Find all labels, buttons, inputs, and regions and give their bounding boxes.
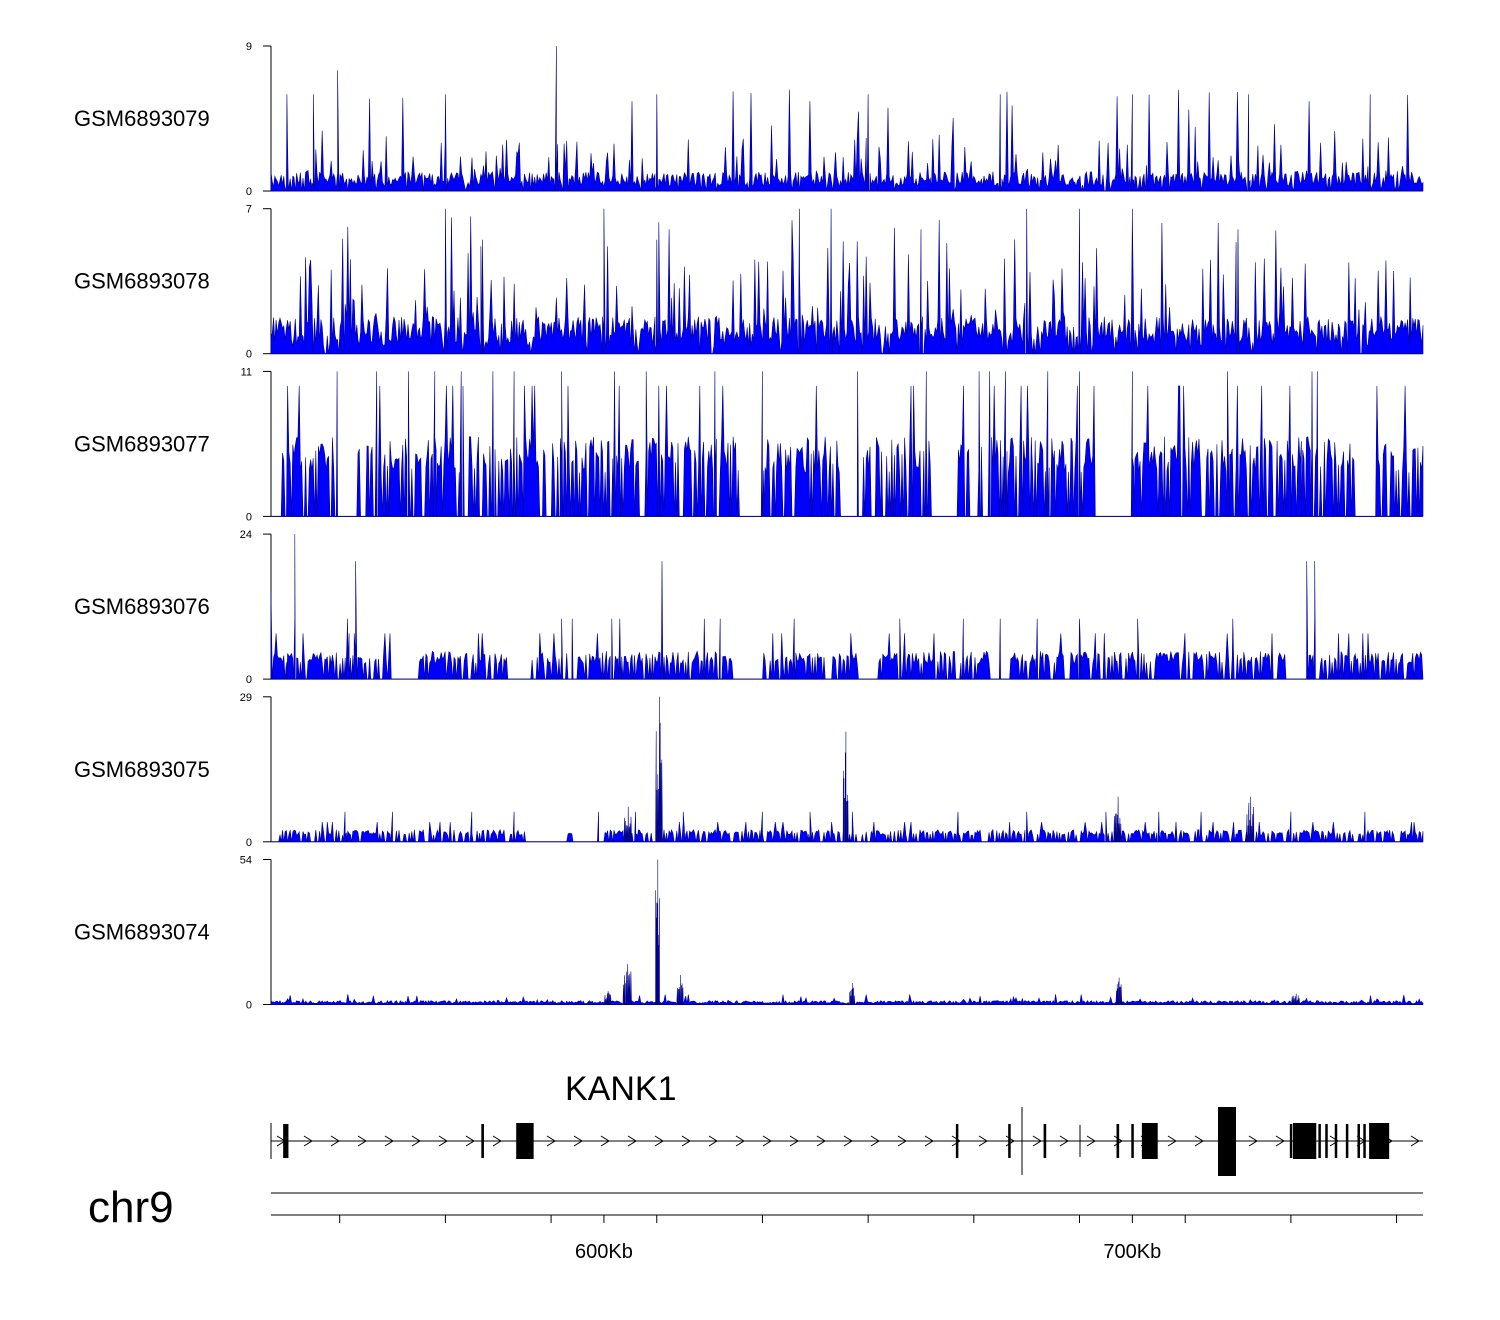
strand-arrow <box>627 1135 637 1147</box>
exon <box>1325 1124 1328 1158</box>
exon <box>1293 1123 1317 1159</box>
track-label: GSM6893078 <box>74 269 210 294</box>
y-min-label: 0 <box>246 349 252 361</box>
coverage-area <box>270 45 1424 192</box>
axis-ticks: 600Kb 700Kb <box>339 1215 1398 1263</box>
exon <box>1008 1124 1011 1158</box>
track-label: GSM6893075 <box>74 757 210 782</box>
gene-annotation-track: KANK1 <box>270 1070 1423 1176</box>
strand-arrow <box>951 1135 961 1147</box>
strand-arrow <box>816 1135 826 1147</box>
y-min-label: 0 <box>246 511 252 523</box>
y-min-label: 0 <box>246 186 252 198</box>
exon <box>1218 1107 1236 1176</box>
exon <box>955 1124 959 1158</box>
y-min-label: 0 <box>246 837 252 849</box>
track-label: GSM6893076 <box>74 594 210 619</box>
exon <box>1334 1124 1338 1158</box>
strand-arrow <box>1086 1135 1096 1147</box>
strand-arrow <box>681 1135 691 1147</box>
y-max-label: 9 <box>246 41 252 53</box>
exon <box>283 1124 289 1158</box>
strand-arrow <box>546 1135 556 1147</box>
coverage-area <box>271 696 1424 843</box>
strand-arrow <box>1275 1135 1285 1147</box>
y-max-label: 29 <box>240 692 252 704</box>
strand-arrow <box>465 1135 475 1147</box>
strand-arrow <box>1410 1135 1420 1147</box>
exon <box>516 1123 534 1159</box>
strand-arrow <box>303 1135 313 1147</box>
strand-arrow <box>789 1135 799 1147</box>
strand-arrow <box>573 1135 583 1147</box>
exon <box>1141 1123 1158 1159</box>
strand-arrow <box>330 1135 340 1147</box>
exon <box>1345 1124 1349 1158</box>
coverage-area <box>270 859 1424 1006</box>
strand-arrow <box>978 1135 988 1147</box>
exon <box>481 1124 484 1158</box>
genomic-axis: chr9 600Kb 700Kb <box>88 1183 1423 1263</box>
exon <box>1318 1124 1321 1158</box>
y-max-label: 11 <box>241 366 252 378</box>
axis-tick-label: 700Kb <box>1103 1241 1161 1263</box>
coverage-track: GSM6893078 7 0 <box>74 204 1424 361</box>
strand-arrow <box>735 1135 745 1147</box>
strand-arrow <box>870 1135 880 1147</box>
y-min-label: 0 <box>246 1000 252 1012</box>
exon <box>1357 1124 1360 1158</box>
exon <box>1043 1124 1047 1158</box>
strand-arrow <box>897 1135 907 1147</box>
chromosome-label: chr9 <box>88 1183 174 1232</box>
strand-arrow <box>357 1135 367 1147</box>
strand-arrow <box>1167 1135 1177 1147</box>
strand-arrow <box>1248 1135 1258 1147</box>
exon <box>1116 1124 1120 1158</box>
exon <box>1369 1123 1390 1159</box>
coverage-track: GSM6893074 54 0 <box>74 855 1424 1012</box>
strand-arrow <box>1032 1135 1042 1147</box>
strand-arrow <box>492 1135 502 1147</box>
track-label: GSM6893077 <box>74 431 210 456</box>
coverage-track: GSM6893079 9 0 <box>74 41 1424 198</box>
coverage-track: GSM6893075 29 0 <box>74 692 1424 849</box>
y-max-label: 7 <box>246 204 252 216</box>
coverage-track: GSM6893077 11 0 <box>74 366 1424 523</box>
strand-arrow <box>1329 1135 1339 1147</box>
strand-arrow <box>411 1135 421 1147</box>
strand-arrow <box>1059 1135 1069 1147</box>
strand-arrow <box>1194 1135 1204 1147</box>
strand-arrow <box>843 1135 853 1147</box>
strand-arrow <box>762 1135 772 1147</box>
strand-arrow <box>384 1135 394 1147</box>
coverage-area <box>270 534 1424 680</box>
y-min-label: 0 <box>246 674 252 686</box>
exon <box>1363 1124 1366 1158</box>
coverage-area <box>271 371 1424 517</box>
axis-tick-label: 600Kb <box>575 1241 633 1263</box>
gene-exons <box>283 1107 1390 1176</box>
y-max-label: 24 <box>240 529 252 541</box>
coverage-track: GSM6893076 24 0 <box>74 529 1424 686</box>
coverage-tracks: GSM689307990GSM689307870GSM6893077110GSM… <box>74 41 1424 1012</box>
coverage-area <box>270 208 1424 354</box>
track-label: GSM6893074 <box>74 920 210 945</box>
exon <box>1289 1124 1293 1158</box>
strand-arrow <box>438 1135 448 1147</box>
track-label: GSM6893079 <box>74 106 210 131</box>
strand-arrow <box>654 1135 664 1147</box>
y-max-label: 54 <box>240 855 252 867</box>
strand-arrow <box>708 1135 718 1147</box>
strand-arrow <box>600 1135 610 1147</box>
strand-arrow <box>924 1135 934 1147</box>
gene-name-label: KANK1 <box>565 1070 677 1108</box>
exon <box>1131 1124 1134 1158</box>
